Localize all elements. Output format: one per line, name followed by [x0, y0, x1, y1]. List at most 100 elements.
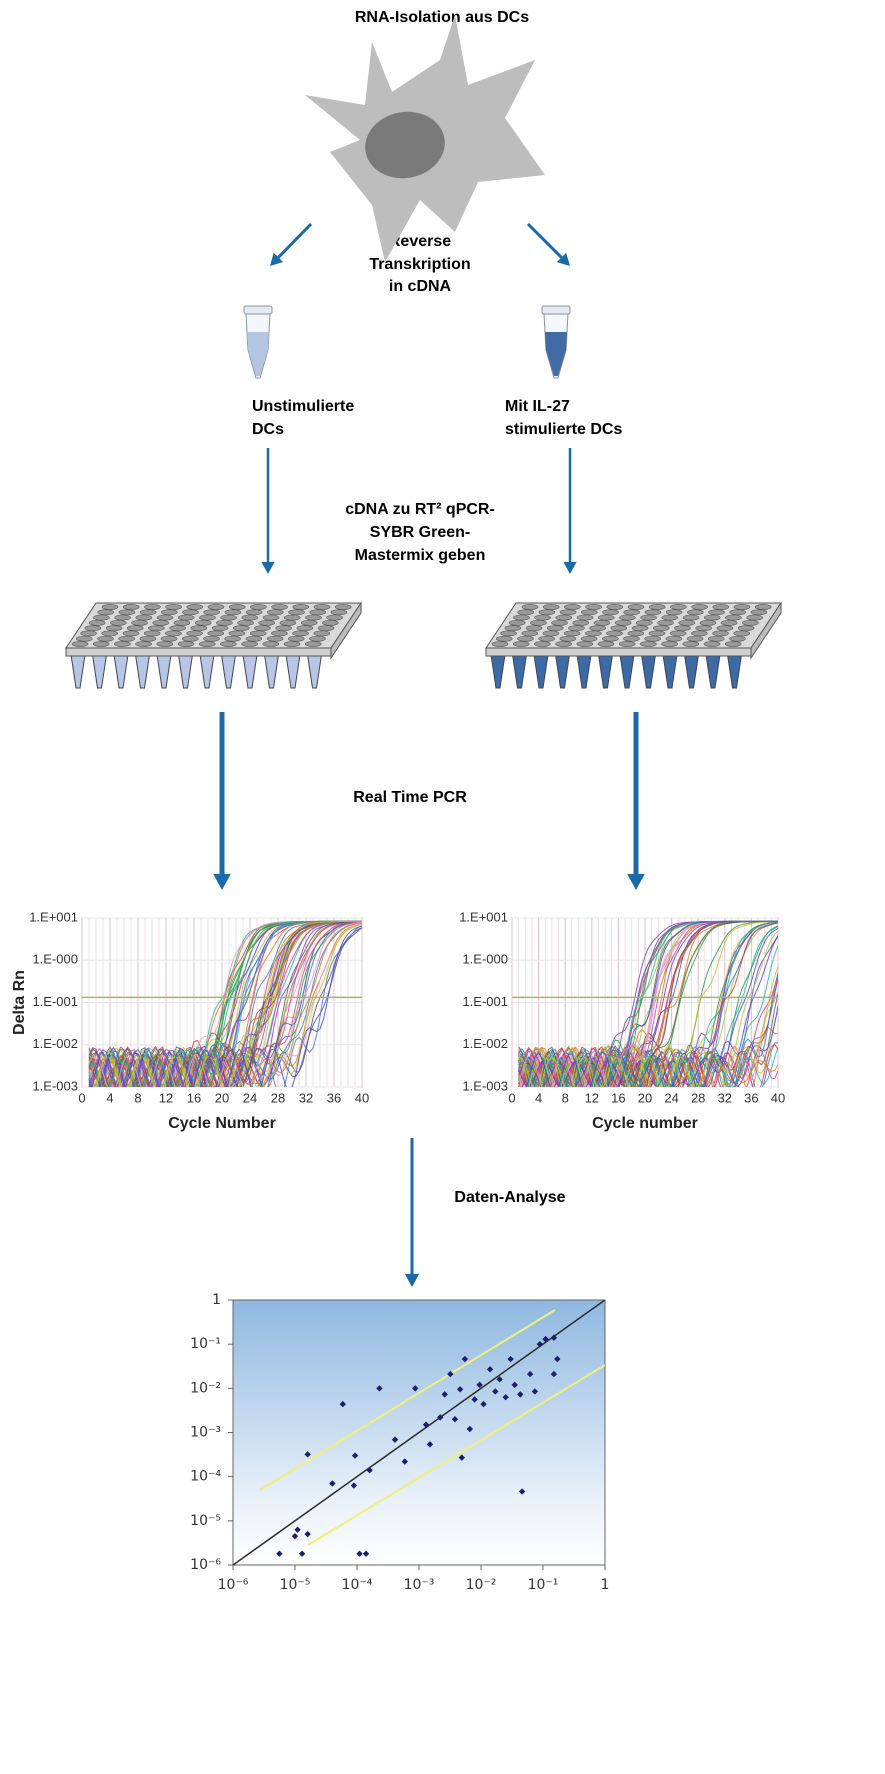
plate-well	[156, 614, 174, 621]
plate-well	[177, 641, 195, 647]
y-tick-label: 1.E+001	[459, 909, 508, 924]
cell-nucleus	[365, 111, 445, 179]
plate-well	[135, 614, 153, 621]
plate-well	[551, 619, 568, 626]
plate-well	[542, 604, 560, 610]
plate-well	[513, 614, 530, 621]
plate-well	[203, 635, 220, 642]
plate-well	[619, 614, 636, 621]
plate-well	[148, 625, 165, 632]
plate-well	[627, 604, 645, 610]
arrow-head	[627, 874, 645, 890]
plate-well	[275, 625, 292, 632]
x-tick-label: 8	[134, 1090, 141, 1105]
y-tick-label: 1.E-002	[32, 1036, 78, 1051]
step-label: in cDNA	[389, 278, 452, 295]
scatter-point	[518, 1488, 526, 1495]
plate-well	[254, 625, 271, 632]
plate-well	[580, 635, 598, 642]
plate-well	[559, 609, 577, 616]
y-tick-label: 1.E-000	[462, 952, 508, 967]
plate-well	[648, 630, 666, 637]
plate-well	[262, 614, 280, 621]
x-tick-label: 28	[271, 1090, 285, 1105]
plate-well	[665, 609, 683, 616]
plate-well	[746, 614, 763, 621]
scatter-point	[294, 1526, 301, 1533]
plate-well	[631, 625, 649, 632]
plate-well	[750, 609, 768, 616]
plate-well	[521, 604, 539, 610]
plate-well	[648, 604, 666, 610]
plate-well	[534, 614, 551, 621]
scatter-point	[507, 1355, 514, 1363]
scatter-point	[447, 1370, 454, 1378]
x-tick-label: 4	[106, 1090, 113, 1105]
plate-well	[657, 619, 674, 626]
plate-well	[330, 609, 348, 616]
y-tick-label: 1.E-002	[462, 1036, 508, 1051]
plate-well	[665, 635, 683, 642]
plate-well	[623, 609, 641, 616]
scatter-point	[329, 1480, 336, 1487]
plate-well	[75, 635, 93, 642]
scatter-point	[339, 1400, 346, 1408]
plate-well	[207, 604, 225, 610]
plate-well	[538, 609, 556, 616]
plate-well	[304, 641, 322, 647]
plate-well	[720, 619, 738, 626]
plate-well	[194, 619, 212, 626]
amplification-curve	[93, 923, 362, 1087]
plate-front	[65, 647, 332, 657]
plate-well	[754, 604, 772, 610]
plate-well	[610, 625, 628, 632]
arrow-shaft	[277, 222, 313, 259]
plate-well	[241, 614, 259, 621]
plate-well	[224, 609, 242, 616]
arrow-head	[556, 252, 570, 266]
plate-well	[517, 635, 534, 642]
tube-cap	[243, 305, 273, 315]
x-tick-label: 24	[243, 1090, 257, 1105]
plate-well	[161, 609, 178, 616]
plate-well	[296, 625, 314, 632]
plate-well	[144, 604, 161, 610]
fold-line	[307, 1364, 605, 1546]
step-label: Daten-Analyse	[454, 1189, 565, 1206]
step-label: Real Time PCR	[353, 789, 467, 806]
plate-well	[271, 630, 288, 637]
plate-well	[661, 614, 679, 621]
plate-well	[173, 619, 191, 626]
plate-well	[71, 641, 89, 647]
x-tick-label: 0	[508, 1090, 515, 1105]
plate-well	[729, 609, 747, 616]
plate-well	[101, 604, 119, 610]
amplification-curve	[518, 920, 778, 1085]
scatter-point	[471, 1396, 478, 1403]
plate-well	[724, 641, 742, 647]
plate-well	[287, 635, 305, 642]
tube-liquid	[247, 332, 269, 376]
amplification-curve	[88, 920, 362, 1087]
plate-well	[585, 630, 602, 637]
plate-well	[288, 609, 305, 616]
plate-well	[644, 635, 661, 642]
x-tick-label: 40	[771, 1090, 785, 1105]
scatter-point	[362, 1550, 370, 1557]
plate-well	[606, 630, 623, 637]
x-tick-label: 32	[299, 1090, 313, 1105]
plate-well	[211, 625, 229, 632]
scatter-point	[391, 1436, 399, 1443]
plate-well	[122, 630, 140, 637]
y-axis-title: Delta Rn	[11, 970, 28, 1035]
plate-well	[525, 625, 543, 632]
plate-well	[232, 625, 250, 632]
scatter-point	[456, 1386, 464, 1393]
plate-well	[135, 641, 152, 647]
plate-well	[228, 604, 246, 610]
plate-well	[258, 619, 276, 626]
plate-well	[674, 625, 691, 632]
plate-well	[661, 641, 678, 647]
